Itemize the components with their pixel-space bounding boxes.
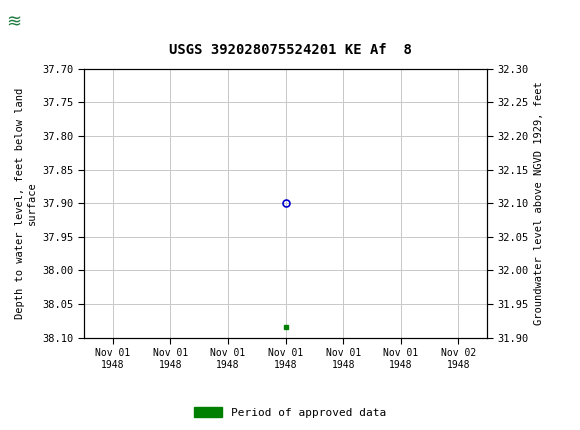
Text: USGS 392028075524201 KE Af  8: USGS 392028075524201 KE Af 8 bbox=[169, 43, 411, 57]
Legend: Period of approved data: Period of approved data bbox=[190, 402, 390, 422]
Y-axis label: Groundwater level above NGVD 1929, feet: Groundwater level above NGVD 1929, feet bbox=[534, 81, 545, 325]
Text: USGS: USGS bbox=[32, 14, 87, 31]
Text: ≋: ≋ bbox=[6, 14, 21, 31]
Y-axis label: Depth to water level, feet below land
surface: Depth to water level, feet below land su… bbox=[15, 88, 37, 319]
Bar bbox=[3, 3, 78, 42]
